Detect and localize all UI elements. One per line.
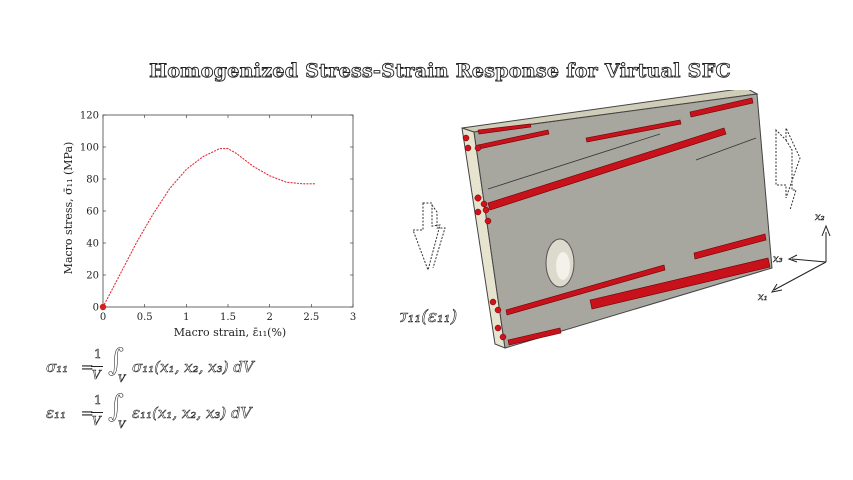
strain-numerator: 1 (94, 393, 102, 408)
load-label: σ₁₁(ε₁₁) (400, 307, 457, 327)
strain-integrand: ε₁₁(x₁, x₂, x₃) dV (132, 404, 252, 423)
y-axis-label: Macro stress, σ̄₁₁ (MPa) (62, 142, 75, 275)
fiber-end (464, 144, 472, 152)
composite-specimen-figure: σ₁₁(ε₁₁) x₂ x₃ x₁ (400, 90, 831, 349)
strain-domain: V (118, 420, 126, 432)
fiber (689, 97, 754, 118)
fiber-end (482, 206, 490, 214)
stress-integral-sign: ∫ (108, 343, 124, 379)
fiber (693, 233, 767, 260)
fiber-end (499, 333, 507, 341)
stress-numerator: 1 (94, 347, 102, 362)
fiber-group (477, 97, 771, 346)
void-highlight (556, 252, 570, 280)
fiber (507, 327, 562, 346)
left-load-arrow (412, 202, 441, 272)
stress-domain: V (118, 374, 126, 386)
y-tick-label: 40 (86, 239, 99, 250)
x-tick-label: 1.5 (220, 312, 236, 323)
x-axis-label: Macro strain, ε̄₁₁(%) (174, 326, 286, 339)
axis-x1-label: x₁ (758, 292, 768, 303)
axis-x2-label: x₂ (815, 212, 825, 223)
axis-x3-label: x₃ (773, 254, 783, 265)
strain-lhs: ε₁₁ (46, 404, 67, 423)
strain-integral-sign: ∫ (108, 389, 124, 425)
figure-title: Homogenized Stress-Strain Response for V… (149, 60, 731, 83)
thin-fiber (487, 133, 661, 190)
fiber (585, 119, 682, 143)
axis-x2-head (821, 224, 831, 237)
stress-strain-chart: 0 0.5 1 1.5 2 2.5 3 0 20 40 60 80 100 120 Macro strai… (62, 111, 356, 340)
specimen-front-face (473, 93, 773, 349)
series-line (102, 148, 317, 308)
fiber (477, 123, 532, 135)
stress-equation: σ₁₁ = 1 V ∫ V σ₁₁(x₁, x₂, x₃) dV (46, 343, 286, 395)
fiber-end (462, 134, 470, 142)
stress-fraction-bar (91, 366, 103, 367)
x-tick-label: 2.5 (303, 312, 319, 323)
axis-x1-line (773, 261, 827, 291)
stress-equals: = (81, 358, 94, 377)
coordinate-axes (770, 224, 831, 293)
origin-marker (99, 303, 107, 311)
y-tick-label: 60 (86, 207, 99, 218)
y-tick-label: 80 (86, 175, 99, 186)
strain-equals: = (81, 404, 94, 423)
fiber-end (489, 298, 497, 306)
axis-x3-line (791, 258, 827, 263)
y-tick-label: 0 (93, 303, 99, 314)
right-load-arrow-shade (785, 139, 797, 211)
stress-integrand: σ₁₁(x₁, x₂, x₃) dV (132, 358, 254, 377)
y-tick-label: 100 (80, 143, 99, 154)
fiber-end (494, 306, 502, 314)
fiber-ends (462, 134, 507, 341)
thin-fiber (695, 137, 757, 161)
x-tick-label: 3 (350, 312, 356, 323)
thin-fiber-lines (487, 133, 757, 190)
strain-equation: ε₁₁ = 1 V ∫ V ε₁₁(x₁, x₂, x₃) dV (46, 389, 286, 441)
x-tick-label: 1 (183, 312, 189, 323)
fiber-end (474, 208, 482, 216)
fiber-end (484, 217, 492, 225)
y-tick-label: 20 (86, 271, 99, 282)
fiber (487, 127, 727, 211)
x-tick-label: 2 (266, 312, 272, 323)
right-load-arrow (775, 127, 801, 199)
fiber-end (494, 324, 502, 332)
x-tick-label: 0 (100, 312, 106, 323)
axis-x1-head (770, 283, 783, 293)
strain-denominator: V (92, 414, 101, 429)
fiber (589, 257, 771, 310)
x-tick-label: 0.5 (137, 312, 153, 323)
fiber-end (474, 194, 482, 202)
left-load-arrow-shade (431, 204, 446, 269)
stress-denominator: V (92, 368, 101, 383)
chart-axes (102, 114, 354, 308)
plot-frame (102, 114, 354, 308)
fiber-end (480, 200, 488, 208)
y-tick-label: 120 (80, 111, 99, 122)
fiber (505, 264, 666, 316)
stress-lhs: σ₁₁ (46, 358, 69, 377)
fiber-end (474, 144, 482, 152)
chart-ticks: 0 0.5 1 1.5 2 2.5 3 0 20 40 60 80 100 120 (80, 111, 356, 324)
strain-fraction-bar (91, 412, 103, 413)
axis-x3-head (787, 254, 798, 263)
chart-series (99, 148, 317, 311)
